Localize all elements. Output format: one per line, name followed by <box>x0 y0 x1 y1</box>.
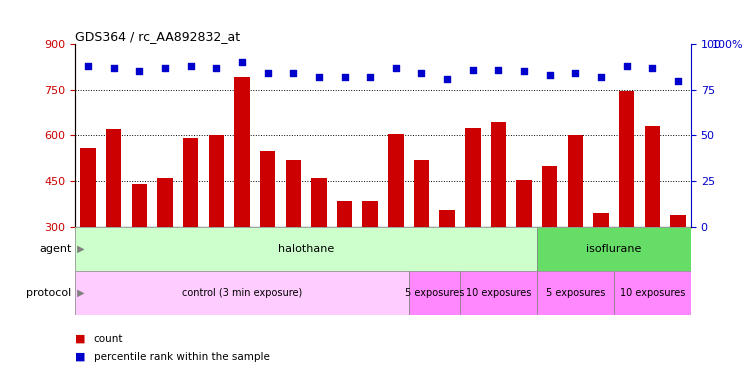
Point <box>415 70 427 76</box>
Point <box>364 74 376 80</box>
Bar <box>106 129 122 318</box>
Bar <box>311 178 327 318</box>
Bar <box>671 215 686 318</box>
Text: halothane: halothane <box>278 244 334 254</box>
Bar <box>542 166 557 318</box>
Bar <box>75 271 409 315</box>
Text: protocol: protocol <box>26 288 71 298</box>
Point <box>82 63 94 69</box>
Text: 10 exposures: 10 exposures <box>620 288 685 298</box>
Text: isoflurane: isoflurane <box>587 244 641 254</box>
Point <box>569 70 581 76</box>
Point <box>467 67 479 72</box>
Bar <box>260 151 275 318</box>
Bar <box>388 134 403 318</box>
Text: percentile rank within the sample: percentile rank within the sample <box>94 352 270 362</box>
Point <box>339 74 351 80</box>
Bar <box>537 271 614 315</box>
Point <box>493 67 505 72</box>
Text: count: count <box>94 333 123 344</box>
Bar <box>80 147 95 318</box>
Bar <box>517 180 532 318</box>
Text: ▶: ▶ <box>74 288 85 298</box>
Text: 5 exposures: 5 exposures <box>405 288 464 298</box>
Bar <box>285 160 301 318</box>
Y-axis label: 100%: 100% <box>712 40 743 50</box>
Text: control (3 min exposure): control (3 min exposure) <box>182 288 302 298</box>
Text: 5 exposures: 5 exposures <box>546 288 605 298</box>
Bar <box>619 91 635 318</box>
Bar <box>614 271 691 315</box>
Text: 10 exposures: 10 exposures <box>466 288 531 298</box>
Text: agent: agent <box>39 244 71 254</box>
Text: ▶: ▶ <box>74 244 85 254</box>
Point <box>107 65 119 71</box>
Bar <box>183 138 198 318</box>
Bar <box>644 126 660 318</box>
Bar <box>491 122 506 318</box>
Bar <box>593 213 609 318</box>
Point <box>159 65 171 71</box>
Bar <box>460 271 537 315</box>
Point <box>313 74 325 80</box>
Point <box>672 78 684 83</box>
Point <box>647 65 659 71</box>
Point <box>595 74 607 80</box>
Point <box>544 72 556 78</box>
Point <box>133 68 145 74</box>
Bar <box>209 135 224 318</box>
Bar <box>568 135 584 318</box>
Text: ■: ■ <box>75 333 86 344</box>
Point <box>621 63 633 69</box>
Point <box>518 68 530 74</box>
Bar <box>363 201 378 318</box>
Point <box>287 70 299 76</box>
Bar <box>234 78 249 318</box>
Point <box>390 65 402 71</box>
Bar <box>439 210 455 318</box>
Text: GDS364 / rc_AA892832_at: GDS364 / rc_AA892832_at <box>75 30 240 43</box>
Text: ■: ■ <box>75 352 86 362</box>
Bar <box>336 201 352 318</box>
Bar <box>75 227 537 271</box>
Point <box>210 65 222 71</box>
Point <box>261 70 273 76</box>
Bar <box>157 178 173 318</box>
Point <box>236 59 248 65</box>
Bar <box>537 227 691 271</box>
Bar <box>465 128 481 318</box>
Bar <box>414 160 430 318</box>
Point <box>441 76 453 82</box>
Bar <box>409 271 460 315</box>
Point <box>185 63 197 69</box>
Bar <box>131 184 147 318</box>
